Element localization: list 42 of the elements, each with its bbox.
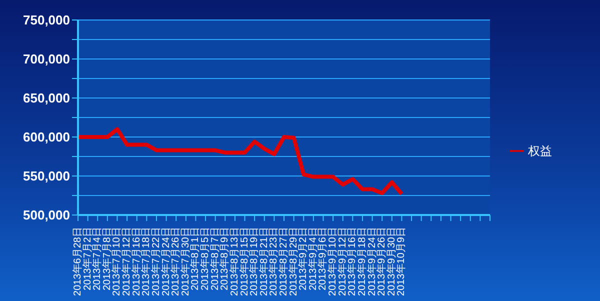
x-tick-label: 2013年7月10日 [110, 227, 123, 296]
x-tick-label: 2013年9月16日 [346, 227, 358, 296]
x-tick-label: 2013年9月6日 [316, 227, 329, 290]
y-tick-label: 750,000 [23, 12, 70, 28]
x-tick-label: 2013年9月4日 [306, 227, 319, 290]
x-tick-label: 2013年7月26日 [170, 227, 182, 296]
y-tick-label: 650,000 [23, 90, 70, 106]
y-tick-label: 500,000 [23, 208, 70, 223]
x-tick-label: 2013年9月12日 [336, 227, 348, 296]
x-tick-label: 2013年7月24日 [160, 227, 172, 296]
x-tick-label: 2013年7月22日 [150, 227, 162, 296]
x-tick-label: 2013年9月10日 [326, 227, 339, 296]
x-tick-label: 2013年8月15日 [238, 227, 250, 296]
x-tick-label: 2013年9月30日 [385, 227, 398, 296]
x-tick-label: 2013年10月9日 [395, 227, 408, 296]
legend-label: 权益 [528, 144, 552, 158]
y-tick-label: 600,000 [23, 130, 70, 145]
x-tick-label: 2013年9月26日 [376, 227, 388, 296]
x-tick-label: 2013年8月27日 [278, 227, 290, 296]
x-tick-label: 2013年8月9日 [218, 227, 231, 290]
x-tick-label: 2013年8月23日 [268, 227, 280, 296]
x-tick-label: 2013年9月18日 [356, 227, 368, 296]
x-tick-label: 2013年6月28日 [72, 227, 84, 296]
x-tick-label: 2013年8月29日 [287, 227, 300, 296]
x-tick-label: 2013年8月1日 [189, 227, 202, 290]
x-tick-label: 2013年8月19日 [248, 227, 260, 296]
y-tick-label: 550,000 [23, 168, 70, 184]
x-tick-label: 2013年7月18日 [140, 227, 152, 296]
x-tick-label: 2013年9月2日 [297, 227, 310, 290]
x-tick-label: 2013年9月24日 [366, 227, 378, 296]
x-tick-label: 2013年8月5日 [199, 227, 212, 290]
x-tick-label: 2013年7月12日 [120, 227, 133, 296]
x-tick-label: 2013年7月2日 [81, 227, 94, 290]
y-tick-label: 700,000 [23, 52, 70, 67]
x-tick-label: 2013年7月30日 [179, 227, 192, 296]
x-tick-label: 2013年8月21日 [258, 227, 270, 296]
x-tick-label: 2013年7月16日 [130, 227, 142, 296]
x-tick-label: 2013年7月4日 [91, 227, 104, 290]
x-tick-label: 2013年8月13日 [228, 227, 240, 296]
x-tick-label: 2013年7月8日 [100, 227, 113, 290]
x-tick-label: 2013年8月7日 [208, 227, 221, 290]
line-series [76, 127, 404, 196]
